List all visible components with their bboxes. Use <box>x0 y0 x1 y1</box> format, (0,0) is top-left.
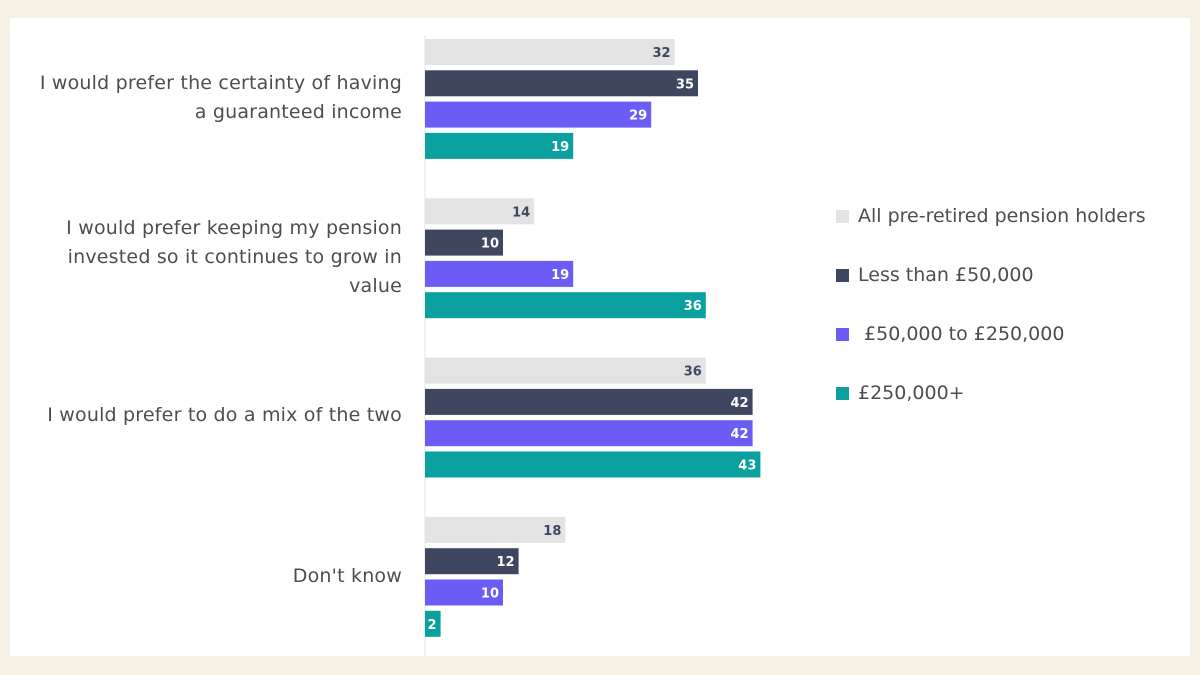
legend-swatch <box>836 209 849 223</box>
bar-value-label: 10 <box>481 587 499 602</box>
legend-item-less-than-50k: Less than £50,000 <box>836 260 1146 290</box>
legend: All pre-retired pension holders Less tha… <box>836 201 1146 437</box>
bar-chart: 32 35 29 19 14 10 19 36 36 42 42 43 18 12 10 2 <box>424 36 761 656</box>
bar-less-than-50-000-0 <box>425 70 698 97</box>
bar-50-000-to-250-000-2 <box>425 420 753 447</box>
bar-all-pre-retired-pension-holders-1 <box>425 198 535 225</box>
legend-label: Less than £50,000 <box>858 264 1034 286</box>
legend-swatch <box>836 327 849 341</box>
bar-50-000-to-250-000-0 <box>425 101 652 128</box>
bar-value-label: 43 <box>738 459 756 474</box>
legend-swatch <box>836 268 849 282</box>
bar-250-000-2 <box>425 451 761 478</box>
bar-value-label: 42 <box>731 396 749 411</box>
chart-panel: 32 35 29 19 14 10 19 36 36 42 42 43 18 12 10 2 I would … <box>10 18 1190 656</box>
legend-label: £250,000+ <box>858 382 965 404</box>
category-label-mix-of-two: I would prefer to do a mix of the two <box>47 404 402 426</box>
bars-group: 32 35 29 19 14 10 19 36 36 42 42 43 18 12 10 2 <box>425 39 761 637</box>
bar-all-pre-retired-pension-holders-3 <box>425 516 566 543</box>
category-label-guaranteed-income: I would prefer the certainty of having a… <box>39 72 402 123</box>
legend-item-50k-to-250k: £50,000 to £250,000 <box>836 319 1146 349</box>
bar-value-label: 19 <box>551 140 569 155</box>
bar-value-label: 14 <box>512 205 530 220</box>
bar-all-pre-retired-pension-holders-2 <box>425 357 706 384</box>
bar-value-label: 42 <box>731 427 749 442</box>
category-label-dont-know: Don't know <box>292 565 402 587</box>
bar-value-label: 32 <box>653 46 671 61</box>
bar-50-000-to-250-000-1 <box>425 260 574 287</box>
bar-value-label: 2 <box>428 618 437 633</box>
legend-label: £50,000 to £250,000 <box>858 323 1065 345</box>
category-label-keep-invested: I would prefer keeping my pension invest… <box>66 217 402 297</box>
legend-item-all-pre-retired: All pre-retired pension holders <box>836 201 1146 231</box>
bar-value-label: 29 <box>629 109 647 124</box>
bar-less-than-50-000-1 <box>425 229 503 256</box>
bar-value-label: 35 <box>676 77 694 92</box>
bar-250-000-0 <box>425 132 574 159</box>
bar-value-label: 36 <box>684 299 702 314</box>
legend-label: All pre-retired pension holders <box>858 205 1146 227</box>
bar-all-pre-retired-pension-holders-0 <box>425 39 675 65</box>
bar-value-label: 36 <box>684 365 702 380</box>
bar-value-label: 19 <box>551 268 569 283</box>
bar-value-label: 10 <box>481 237 499 252</box>
legend-item-250k-plus: £250,000+ <box>836 378 1146 408</box>
bar-value-label: 18 <box>543 524 561 539</box>
bar-less-than-50-000-3 <box>425 548 519 575</box>
bar-value-label: 12 <box>497 555 515 570</box>
legend-swatch <box>836 386 849 400</box>
bar-250-000-3 <box>425 610 441 637</box>
bar-250-000-1 <box>425 292 706 319</box>
bar-50-000-to-250-000-3 <box>425 579 503 606</box>
bar-less-than-50-000-2 <box>425 388 753 415</box>
